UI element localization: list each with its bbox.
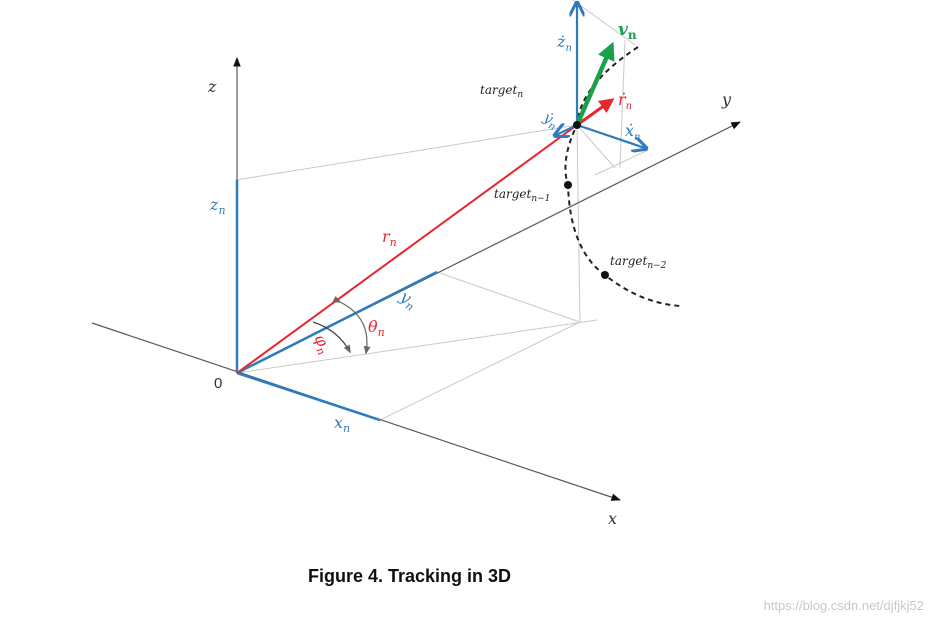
- watermark: https://blog.csdn.net/djfjkj52: [764, 598, 924, 613]
- rdot-n-label: ṙn: [618, 90, 632, 112]
- ydot-n-label: ẏn: [538, 109, 561, 133]
- v-n-label: vn: [618, 20, 637, 42]
- theta-arc: [332, 295, 371, 355]
- target-point-n-1: [564, 181, 572, 189]
- y-axis-label: y: [721, 90, 732, 109]
- origin-label: 0: [214, 375, 222, 392]
- figure-caption: Figure 4. Tracking in 3D: [308, 566, 511, 586]
- target-point-n-2: [601, 271, 609, 279]
- velocity-arrow: [574, 41, 615, 126]
- range-vector: [236, 124, 578, 374]
- x-component: [236, 371, 381, 422]
- xdot-arrow: [576, 123, 645, 148]
- target-point-n: [573, 121, 581, 129]
- x-axis-label: x: [608, 509, 617, 528]
- theta-n-label: θn: [368, 317, 385, 339]
- z-axis-label: z: [207, 77, 217, 96]
- z-n-label: zn: [209, 195, 226, 217]
- r-n-label: rn: [382, 227, 397, 249]
- target-n-1-label: targetn−1: [494, 187, 550, 204]
- target-n-2-label: targetn−2: [610, 254, 667, 271]
- axes: [91, 57, 741, 501]
- phi-arc: [312, 321, 351, 354]
- zdot-n-label: żn: [556, 32, 572, 54]
- projection-guides: [235, 0, 649, 421]
- xdot-n-label: ẋn: [625, 121, 640, 143]
- x-n-label: xn: [334, 413, 350, 435]
- target-n-label: targetn: [480, 83, 523, 100]
- rdot-arrow: [576, 98, 615, 127]
